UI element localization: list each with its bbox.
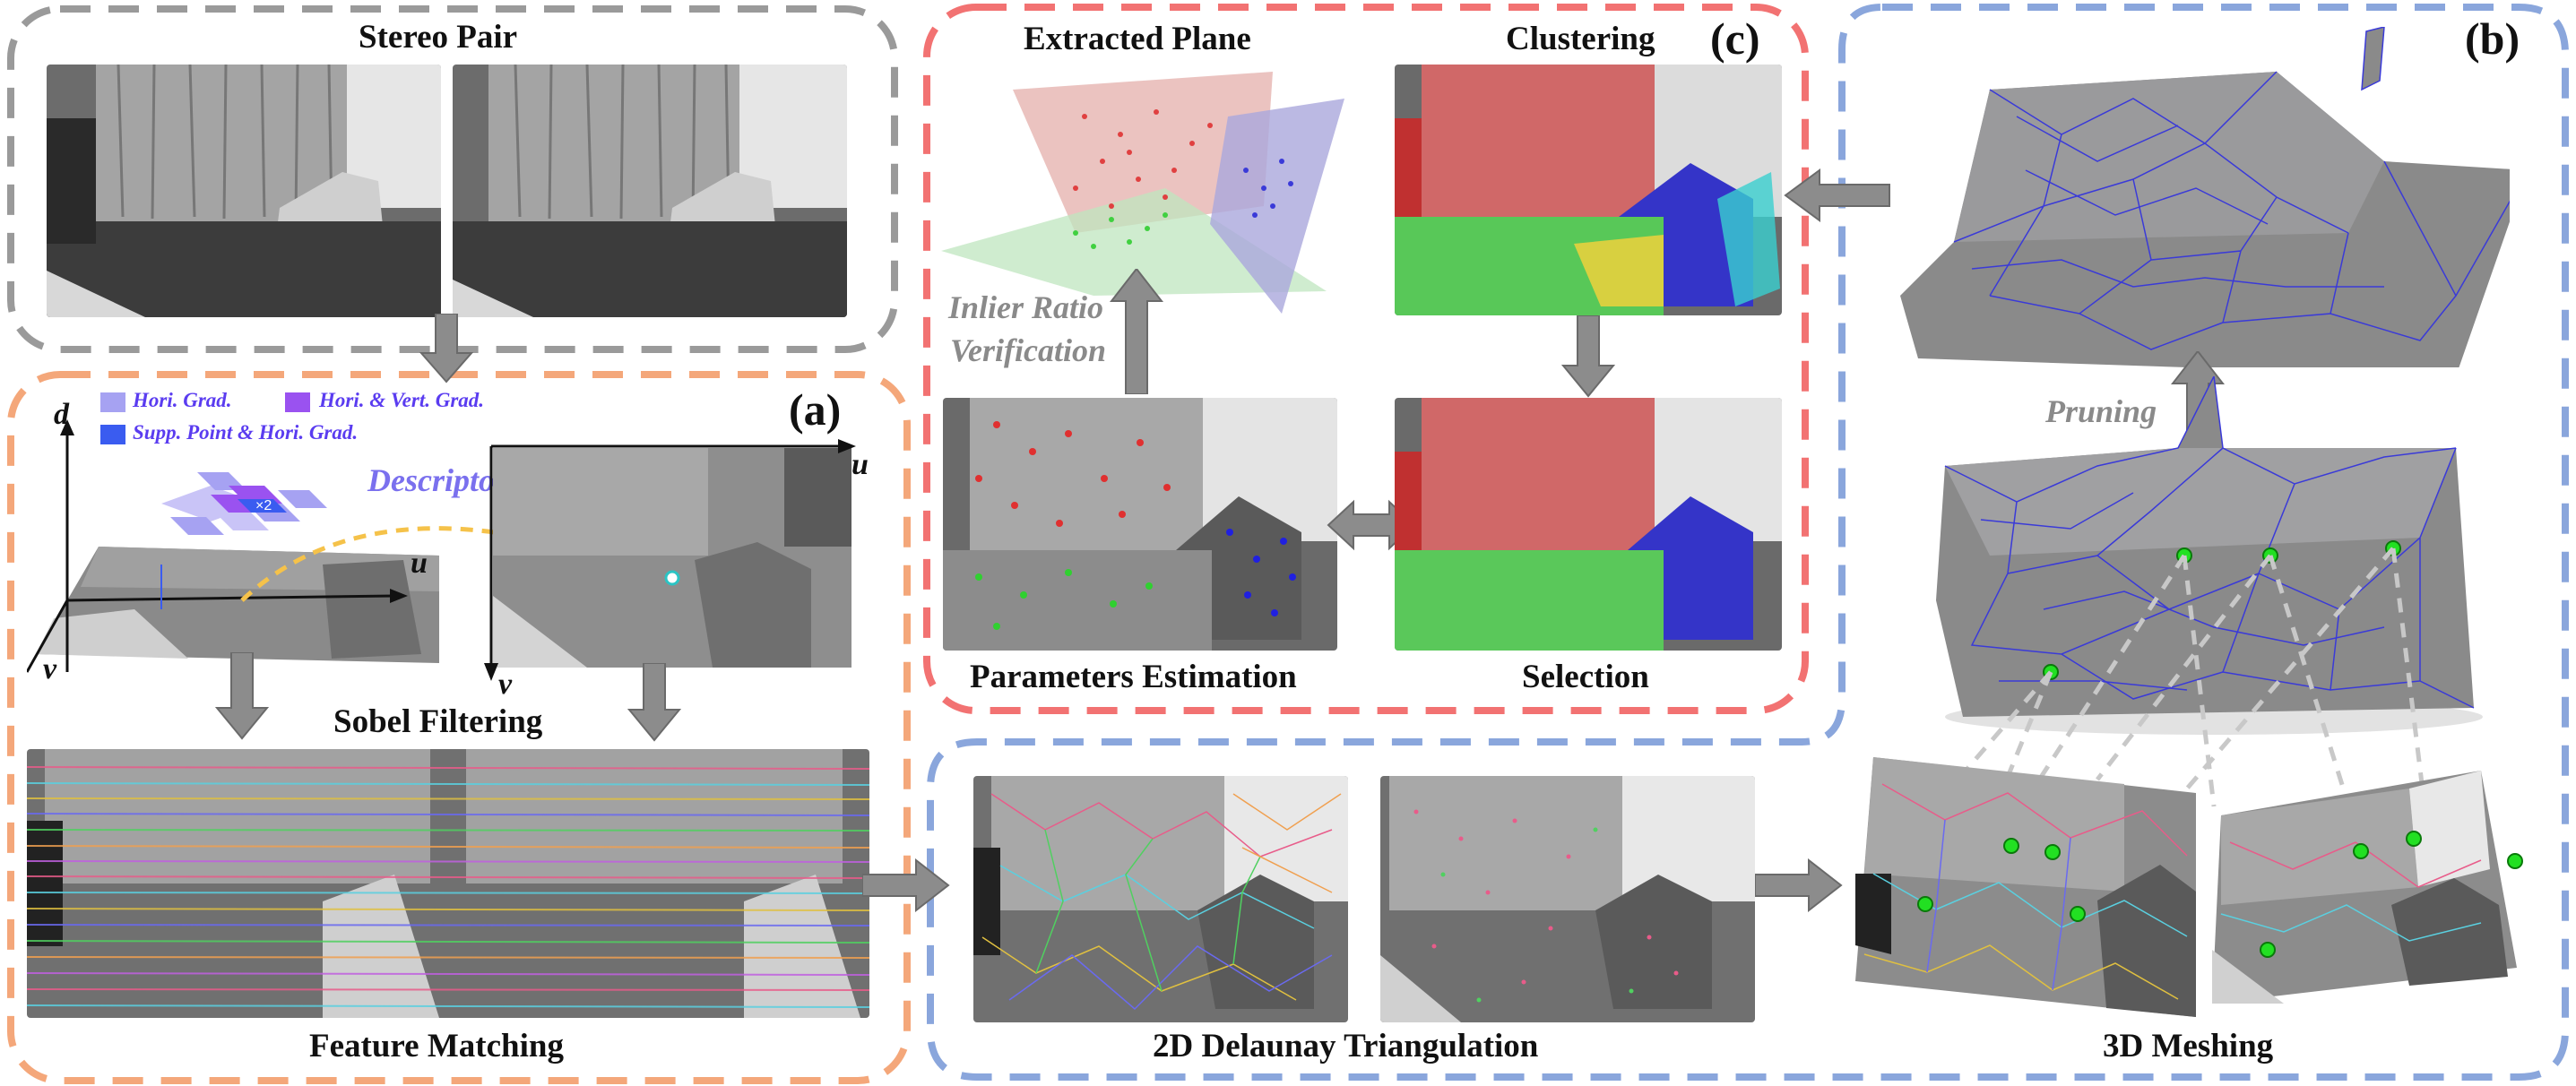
legend-supp-swatch <box>100 425 125 444</box>
panel-b-tag: (b) <box>2465 13 2520 64</box>
axis-d-label: d <box>54 398 69 431</box>
panel-c-frame <box>923 4 1809 714</box>
feature-matching-label: Feature Matching <box>309 1028 564 1064</box>
axis-v-label-left: v <box>43 652 57 685</box>
arrow-up-icon <box>1110 269 1163 394</box>
sobel-filtering-label: Sobel Filtering <box>333 703 543 740</box>
axis-u-label-left: u <box>411 547 428 580</box>
legend-both-label: Hori. & Vert. Grad. <box>319 389 485 411</box>
arrow-down-icon <box>627 663 681 742</box>
parameters-estimation-label: Parameters Estimation <box>970 659 1297 695</box>
panel-c-tag: (c) <box>1710 13 1760 64</box>
feature-matching-image <box>27 749 869 1018</box>
verification-label: Verification <box>950 332 1107 368</box>
descriptor-label: Descriptor <box>367 462 507 498</box>
pruned-mesh-figure <box>1900 27 2510 367</box>
arrow-right-icon <box>1755 858 1843 912</box>
raw-mesh-figure <box>1936 376 2483 735</box>
sobel-left-image: ×2 <box>27 419 439 673</box>
delaunay-label: 2D Delaunay Triangulation <box>1153 1028 1539 1064</box>
arrow-down-icon <box>215 652 269 740</box>
stereo-left-image <box>47 65 441 317</box>
inlier-ratio-label: Inlier Ratio <box>948 289 1104 325</box>
meshing-right-image <box>2212 771 2523 1004</box>
selection-label: Selection <box>1522 659 1649 695</box>
stereo-pair-title: Stereo Pair <box>359 19 518 56</box>
clustering-image <box>1395 65 1782 315</box>
stereo-right-image <box>453 65 847 317</box>
parameters-estimation-image <box>943 398 1337 651</box>
right-axes <box>484 439 856 681</box>
pruning-label: Pruning <box>2045 393 2157 429</box>
delaunay-left-image <box>973 776 1348 1022</box>
arrow-down-icon <box>1561 315 1615 398</box>
selection-image <box>1395 398 1782 651</box>
extracted-plane-figure <box>941 72 1344 314</box>
arrow-left-icon <box>1784 168 1890 222</box>
axis-u-label-right: u <box>851 448 869 481</box>
meshing-left-image <box>1855 757 2196 1017</box>
arrow-down-icon <box>419 314 473 384</box>
extracted-plane-label: Extracted Plane <box>1024 21 1251 57</box>
meshing-label: 3D Meshing <box>2103 1028 2274 1064</box>
clustering-label: Clustering <box>1506 21 1655 57</box>
sobel-right-image <box>493 448 851 668</box>
panel-a-frame <box>7 371 911 1084</box>
axis-v-label-right: v <box>498 668 513 701</box>
delaunay-right-image <box>1380 776 1755 1022</box>
arrow-right-icon <box>862 858 950 912</box>
panel-a-tag: (a) <box>789 384 842 435</box>
multiplier-text: ×2 <box>255 498 272 513</box>
legend-hori-label: Hori. Grad. <box>133 389 232 411</box>
legend-hori-swatch <box>100 392 125 412</box>
legend-both-swatch <box>285 392 310 412</box>
legend-supp-label: Supp. Point & Hori. Grad. <box>133 421 359 444</box>
